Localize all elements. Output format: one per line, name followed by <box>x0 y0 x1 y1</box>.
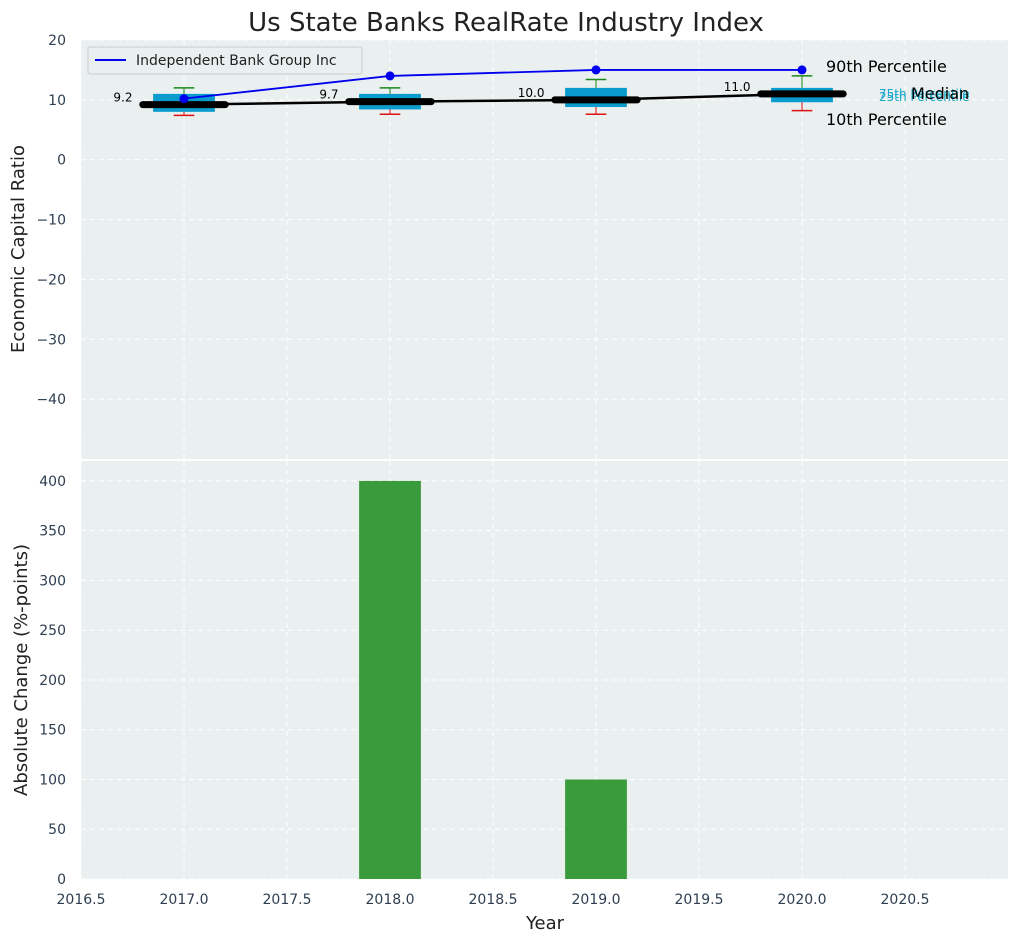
median-value-label: 9.2 <box>113 91 132 105</box>
bottom-y-axis-title: Absolute Change (%-points) <box>11 544 32 796</box>
median-value-label: 11.0 <box>724 80 751 94</box>
change-bar <box>359 480 421 879</box>
bottom-y-tick-label: 250 <box>39 623 66 639</box>
percentile-annotations: 90th Percentile 75th Percentile 25th Per… <box>826 57 970 129</box>
top-y-tick-label: −10 <box>36 213 66 229</box>
bottom-y-tick-label: 200 <box>39 673 66 689</box>
x-tick-label: 2017.5 <box>263 892 312 908</box>
x-tick-label: 2019.5 <box>675 892 724 908</box>
annotation-25th: 25th Percentile <box>879 90 970 104</box>
annotation-75th: 75th Percentile <box>879 87 970 101</box>
median-value-label: 10.0 <box>518 86 545 100</box>
x-tick-label: 2018.5 <box>469 892 518 908</box>
bottom-y-tick-label: 50 <box>48 822 66 838</box>
median-value-label: 9.7 <box>319 88 338 102</box>
x-tick-label: 2016.5 <box>57 892 106 908</box>
company-point <box>591 65 601 75</box>
change-bars <box>359 480 627 879</box>
company-point <box>179 94 189 104</box>
bottom-y-tick-label: 100 <box>39 772 66 788</box>
annotation-median: Median <box>911 84 969 103</box>
x-tick-label: 2020.0 <box>778 892 827 908</box>
bottom-y-tick-labels: 0 50 100 150 200 250 300 350 400 <box>39 474 66 888</box>
x-tick-labels: 2016.5 2017.0 2017.5 2018.0 2018.5 2019.0 2019… <box>57 892 930 908</box>
x-tick-label: 2017.0 <box>160 892 209 908</box>
legend-frame <box>87 46 363 75</box>
legend-label: Independent Bank Group Inc <box>136 53 337 69</box>
bottom-y-tick-label: 150 <box>39 723 66 739</box>
median-line-series <box>183 92 803 106</box>
legend: Independent Bank Group Inc <box>87 46 363 75</box>
top-plot-background <box>81 40 1008 459</box>
bottom-plot-background <box>81 461 1008 879</box>
top-panel: 20 10 0 −10 −20 −30 −40 9.2 9.7 10.0 11.0 90th Pe… <box>8 33 1008 459</box>
top-y-tick-label: 10 <box>48 93 66 109</box>
top-y-tick-label: −30 <box>36 332 66 348</box>
bottom-y-tick-label: 350 <box>39 524 66 540</box>
median-line <box>183 92 803 106</box>
company-point <box>797 65 807 75</box>
top-y-tick-label: 0 <box>57 153 66 169</box>
x-tick-label: 2019.0 <box>572 892 621 908</box>
bottom-y-tick-label: 0 <box>57 872 66 888</box>
bottom-y-tick-label: 300 <box>39 573 66 589</box>
top-y-tick-label: −40 <box>36 392 66 408</box>
x-tick-label: 2020.5 <box>881 892 930 908</box>
change-bar <box>565 779 627 879</box>
chart-title: Us State Banks RealRate Industry Index <box>248 8 764 38</box>
top-y-tick-label: −20 <box>36 272 66 288</box>
bottom-y-tick-label: 400 <box>39 474 66 490</box>
company-line-series <box>179 65 807 104</box>
company-point <box>385 71 395 81</box>
top-gridlines <box>80 39 1008 459</box>
x-tick-label: 2018.0 <box>366 892 415 908</box>
top-y-tick-labels: 20 10 0 −10 −20 −30 −40 <box>36 33 66 408</box>
top-y-tick-label: 20 <box>48 33 66 49</box>
annotation-90th: 90th Percentile <box>826 57 947 76</box>
company-line <box>183 69 802 100</box>
x-axis-title: Year <box>525 913 565 934</box>
top-y-axis-title: Economic Capital Ratio <box>8 145 29 353</box>
annotation-10th: 10th Percentile <box>826 110 947 129</box>
bottom-gridlines <box>80 461 1008 880</box>
